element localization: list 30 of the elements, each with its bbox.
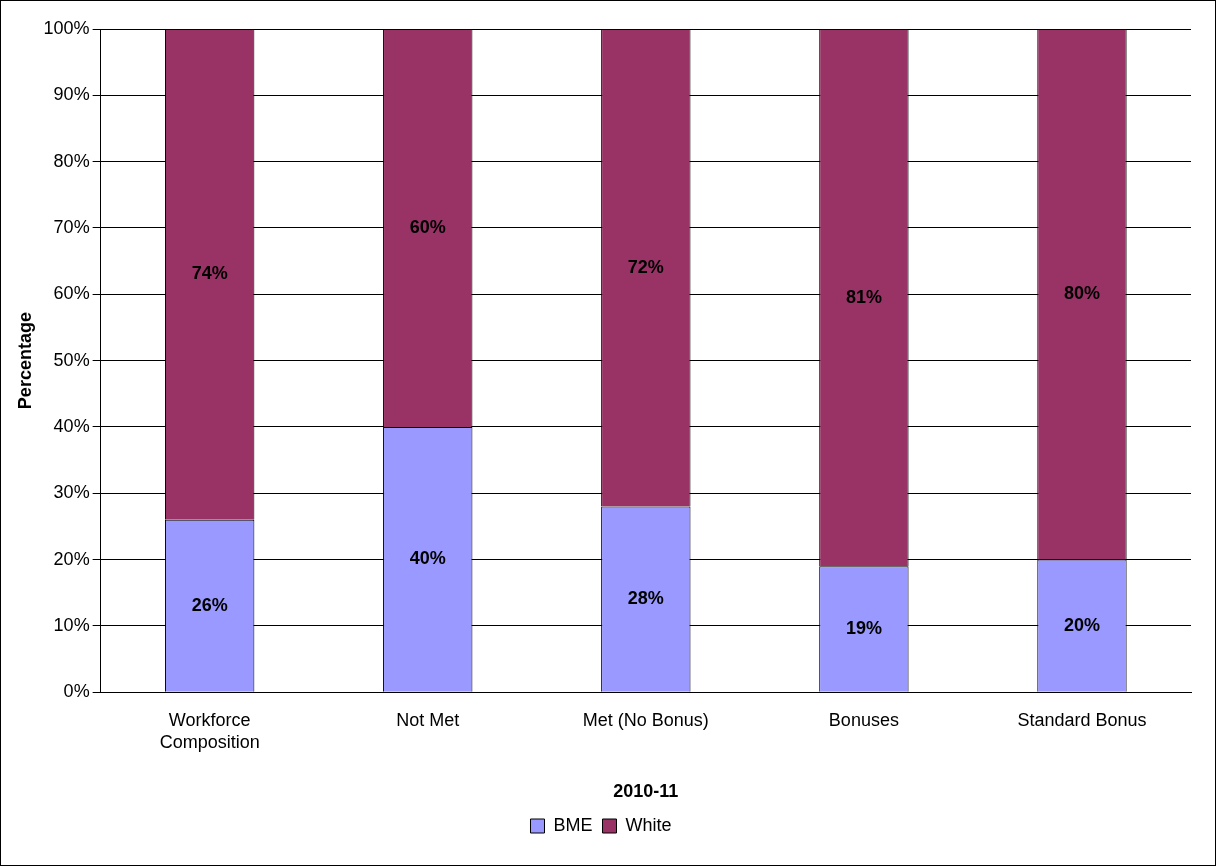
x-tick-label: Not Met: [396, 709, 460, 730]
y-axis-title: Percentage: [14, 312, 35, 410]
y-tick-label: 90%: [53, 84, 90, 105]
data-label: 28%: [627, 588, 664, 609]
data-label: 19%: [845, 617, 882, 638]
legend-label: BME: [553, 814, 593, 835]
data-label: 74%: [191, 263, 228, 284]
y-tick-label: 70%: [53, 216, 90, 237]
y-tick-label: 60%: [53, 283, 90, 304]
data-label: 20%: [1063, 614, 1100, 635]
x-tick-label: Workforce Composition: [159, 709, 260, 752]
data-label: 40%: [409, 548, 446, 569]
y-tick-label: 50%: [53, 349, 90, 370]
data-label: 72%: [627, 256, 664, 277]
y-tick-label: 30%: [53, 482, 90, 503]
x-tick-label: Bonuses: [828, 709, 899, 730]
x-tick-label: Met (No Bonus): [582, 709, 709, 730]
data-label: 60%: [409, 216, 446, 237]
x-tick-label: Standard Bonus: [1017, 709, 1147, 730]
y-tick-label: 0%: [63, 681, 90, 702]
x-axis-title: 2010-11: [613, 781, 679, 802]
y-tick-label: 20%: [53, 548, 90, 569]
data-label: 81%: [845, 286, 882, 307]
y-tick-label: 40%: [53, 415, 90, 436]
data-label: 80%: [1063, 283, 1100, 304]
legend-label: White: [625, 814, 672, 835]
y-tick-label: 80%: [53, 150, 90, 171]
data-label: 26%: [191, 594, 228, 615]
y-tick-label: 100%: [43, 17, 90, 38]
y-tick-label: 10%: [53, 614, 90, 635]
